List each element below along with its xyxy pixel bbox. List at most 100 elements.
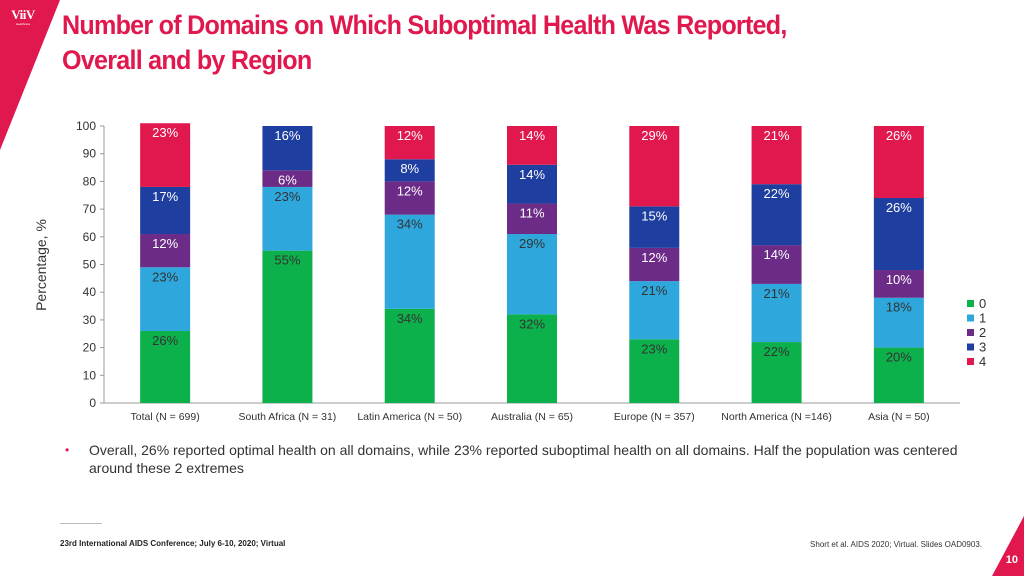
- data-label: 23%: [274, 189, 300, 204]
- bar-segment: [507, 203, 557, 235]
- corner-accent-bottom: [992, 516, 1024, 576]
- viiv-logo: ViiV Healthcare: [8, 7, 38, 27]
- y-tick-label: 20: [83, 341, 97, 355]
- bar-segment: [384, 308, 435, 403]
- data-label: 12%: [641, 250, 667, 265]
- data-label: 11%: [519, 206, 544, 221]
- data-label: 10%: [886, 272, 912, 287]
- data-label: 12%: [397, 183, 423, 198]
- data-label: 55%: [274, 253, 300, 268]
- x-tick-label: Europe (N = 357): [614, 411, 695, 423]
- title-line-2: Overall and by Region: [62, 45, 312, 75]
- data-label: 12%: [397, 128, 423, 143]
- data-label: 22%: [764, 344, 790, 359]
- bar-segment: [507, 314, 557, 403]
- bar-segment: [751, 126, 802, 185]
- data-label: 12%: [152, 236, 178, 251]
- data-label: 15%: [641, 208, 667, 223]
- data-label: 23%: [152, 269, 178, 284]
- bar-segment: [140, 123, 191, 187]
- title-line-1: Number of Domains on Which Suboptimal He…: [62, 10, 787, 40]
- data-label: 14%: [519, 167, 545, 182]
- bar-segment: [384, 159, 435, 182]
- bar-segment: [751, 245, 802, 284]
- bar-segment: [507, 164, 557, 204]
- x-tick-label: Latin America (N = 50): [357, 411, 462, 423]
- y-tick-label: 100: [76, 119, 96, 133]
- corner-accent: [0, 0, 60, 150]
- bullet-icon: •: [65, 443, 70, 457]
- data-label: 14%: [519, 128, 545, 143]
- bar-segment: [873, 347, 924, 403]
- bar-segment: [507, 126, 557, 165]
- bar-segment: [629, 126, 680, 207]
- y-tick-label: 30: [83, 313, 97, 327]
- bar-segment: [873, 297, 924, 348]
- bar-segment: [140, 186, 191, 235]
- bar-segment: [262, 250, 313, 403]
- legend-swatch: [967, 314, 974, 322]
- citation: Short et al. AIDS 2020; Virtual. Slides …: [810, 540, 982, 549]
- data-label: 6%: [278, 172, 297, 187]
- y-tick-label: 0: [89, 396, 96, 410]
- data-label: 23%: [152, 125, 178, 140]
- data-label: 17%: [152, 189, 178, 204]
- bar-segment: [262, 126, 313, 171]
- data-label: 20%: [886, 350, 912, 365]
- bar-segment: [873, 126, 924, 199]
- logo-subtext: Healthcare: [15, 22, 31, 26]
- bar-segment: [873, 270, 924, 298]
- bar-segment: [629, 339, 680, 403]
- y-axis-title: Percentage, %: [33, 219, 49, 311]
- bar-segment: [507, 234, 557, 315]
- data-label: 26%: [886, 200, 912, 215]
- bar-segment: [140, 234, 191, 268]
- bar-segment: [262, 170, 313, 187]
- data-label: 21%: [764, 286, 790, 301]
- data-label: 22%: [764, 186, 790, 201]
- bar-segment: [384, 126, 435, 160]
- legend-swatch: [967, 358, 974, 365]
- legend-label: 1: [979, 311, 986, 326]
- data-label: 16%: [274, 128, 300, 143]
- x-tick-label: Asia (N = 50): [868, 411, 930, 423]
- page-title: Number of Domains on Which Suboptimal He…: [62, 8, 899, 78]
- x-tick-label: Total (N = 699): [131, 411, 200, 423]
- y-tick-label: 10: [83, 368, 97, 382]
- logo-text: ViiV: [11, 7, 35, 22]
- legend-swatch: [967, 300, 974, 307]
- legend-label: 0: [979, 296, 986, 311]
- bullet-text: Overall, 26% reported optimal health on …: [89, 442, 958, 476]
- bar-segment: [384, 214, 435, 309]
- bar-segment: [751, 184, 802, 246]
- bar-segment: [629, 206, 680, 248]
- page-number: 10: [1005, 554, 1018, 566]
- bar-segment: [384, 181, 435, 215]
- y-tick-label: 90: [83, 147, 97, 161]
- bar-segment: [873, 198, 924, 271]
- bar-segment: [751, 342, 802, 403]
- x-tick-label: South Africa (N = 31): [239, 411, 337, 423]
- data-label: 29%: [641, 128, 667, 143]
- legend-swatch: [967, 343, 974, 351]
- y-tick-label: 80: [83, 174, 97, 188]
- bar-segment: [262, 186, 313, 251]
- data-label: 29%: [519, 236, 545, 251]
- conference-note: 23rd International AIDS Conference; July…: [60, 539, 286, 548]
- x-tick-label: North America (N =146): [721, 411, 832, 423]
- data-label: 34%: [397, 217, 423, 232]
- bar-segment: [140, 330, 191, 403]
- bar-segment: [751, 283, 802, 343]
- data-label: 26%: [886, 128, 912, 143]
- legend-label: 4: [979, 354, 986, 369]
- data-label: 21%: [764, 128, 790, 143]
- y-tick-label: 70: [83, 202, 97, 216]
- x-tick-label: Australia (N = 65): [491, 411, 573, 423]
- legend-label: 3: [979, 340, 986, 355]
- data-label: 32%: [519, 316, 545, 331]
- data-label: 18%: [886, 300, 912, 315]
- bar-segment: [140, 267, 191, 331]
- bar-segment: [629, 281, 680, 340]
- data-label: 23%: [641, 341, 667, 356]
